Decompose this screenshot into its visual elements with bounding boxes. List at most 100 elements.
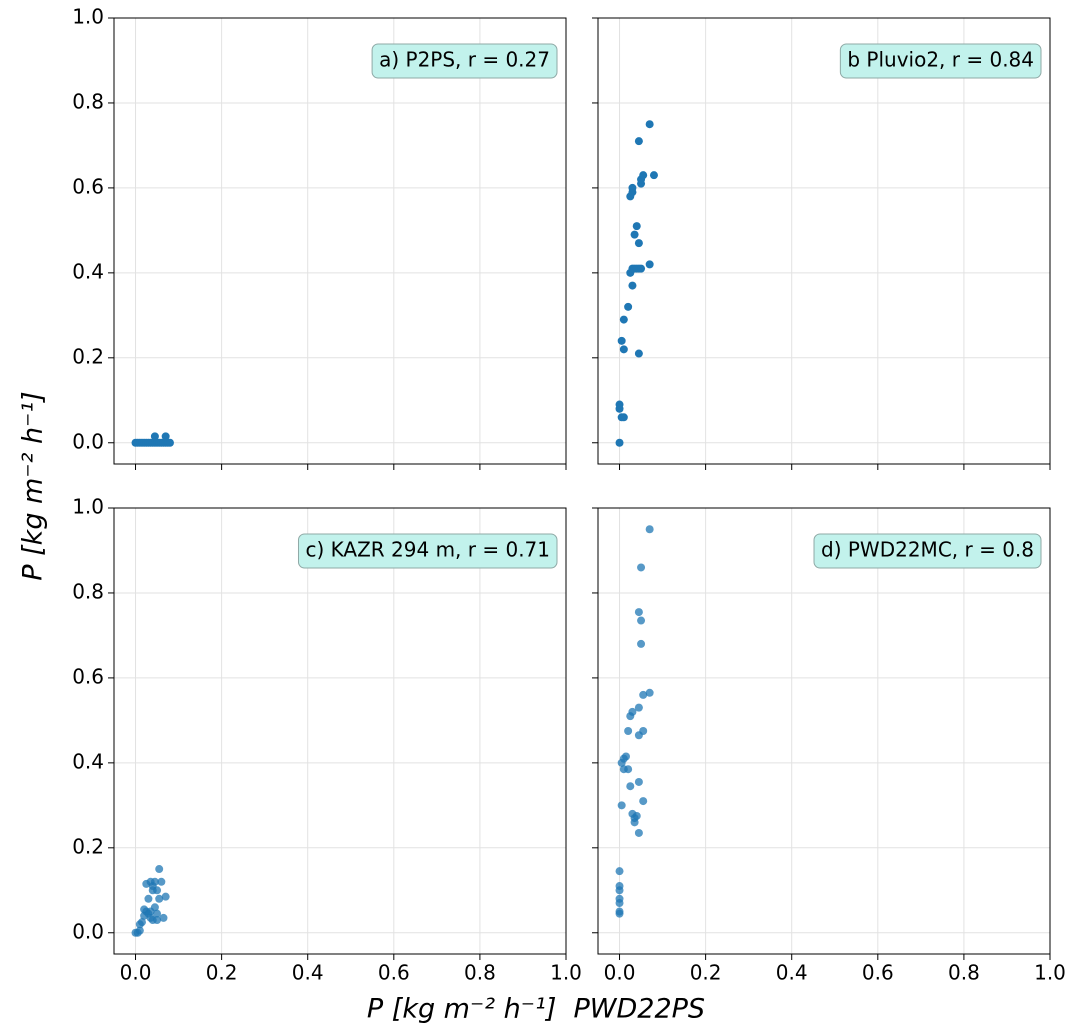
scatter-point: [150, 877, 159, 886]
scatter-point: [628, 281, 637, 290]
y-tick-label: 1.0: [72, 5, 104, 29]
scatter-point: [634, 349, 643, 358]
scatter-point: [159, 913, 168, 922]
scatter-point: [617, 413, 626, 422]
scatter-point: [615, 438, 624, 447]
scatter-point: [637, 563, 646, 572]
scatter-point: [161, 432, 170, 441]
x-tick-label: 0.0: [120, 961, 152, 985]
scatter-point: [639, 171, 648, 180]
scatter-point: [153, 886, 162, 895]
y-tick-label: 0.0: [72, 429, 104, 453]
scatter-point: [634, 239, 643, 248]
scatter-point: [649, 171, 658, 180]
y-tick-label: 0.2: [72, 344, 104, 368]
x-tick-label: 0.2: [206, 961, 238, 985]
scatter-point: [634, 703, 643, 712]
scatter-point: [637, 616, 646, 625]
scatter-point: [617, 336, 626, 345]
scatter-point: [619, 315, 628, 324]
scatter-point: [634, 137, 643, 146]
x-tick-label: 0.8: [948, 961, 980, 985]
y-tick-label: 0.0: [72, 919, 104, 943]
scatter-point: [634, 608, 643, 617]
scatter-point: [637, 264, 646, 273]
scatter-point: [626, 782, 635, 791]
scatter-point: [639, 727, 648, 735]
scatter-point: [628, 183, 637, 192]
x-tick-label: 1.0: [1034, 961, 1066, 985]
x-tick-label: 0.8: [464, 961, 496, 985]
axes-frame: [113, 507, 567, 955]
scatter-point: [155, 894, 164, 903]
scatter-point: [615, 867, 624, 876]
scatter-point: [619, 345, 628, 354]
y-tick-label: 1.0: [72, 495, 104, 519]
annotation-text: c) KAZR 294 m, r = 0.71: [305, 538, 550, 562]
scatter-point: [617, 801, 626, 810]
scatter-point: [624, 302, 633, 311]
scatter-point: [645, 688, 654, 697]
y-tick-label: 0.8: [72, 89, 104, 113]
annotation-box: [813, 533, 1042, 569]
scatter-point: [615, 894, 624, 903]
scatter-point: [624, 765, 633, 774]
scatter-point: [645, 120, 654, 129]
y-tick-label: 0.2: [72, 834, 104, 858]
scatter-point: [632, 222, 641, 231]
scatter-point: [144, 894, 153, 903]
scatter-point: [637, 639, 646, 648]
scatter-point: [632, 811, 641, 820]
annotation: a) P2PS, r = 0.27: [371, 43, 558, 79]
y-tick-label: 0.6: [72, 664, 104, 688]
scatter-point: [639, 797, 648, 806]
scatter-point: [645, 260, 654, 269]
scatter-point: [135, 926, 144, 935]
scatter-point: [161, 892, 170, 901]
scatter-point: [146, 907, 155, 916]
scatter-point: [628, 707, 637, 716]
annotation: c) KAZR 294 m, r = 0.71: [297, 533, 558, 569]
scatter-point: [634, 777, 643, 786]
axes-frame: [113, 17, 567, 465]
scatter-point: [148, 916, 157, 925]
scatter-point: [150, 432, 159, 441]
annotation-box: [839, 43, 1042, 79]
scatter-point: [634, 828, 643, 837]
scatter-point: [630, 230, 639, 239]
annotation-text: d) PWD22MC, r = 0.8: [821, 538, 1034, 562]
annotation-text: b Pluvio2, r = 0.84: [847, 48, 1034, 72]
annotation-box: [297, 533, 558, 569]
scatter-point: [165, 438, 174, 447]
x-tick-label: 0.6: [378, 961, 410, 985]
annotation: d) PWD22MC, r = 0.8: [813, 533, 1042, 569]
scatter-point: [155, 865, 164, 874]
scatter-point: [137, 918, 146, 927]
y-axis-label: P [kg m⁻² h⁻¹]: [18, 391, 49, 580]
y-tick-label: 0.6: [72, 174, 104, 198]
x-axis-label: P [kg m⁻² h⁻¹] PWD22PS: [367, 994, 705, 1025]
x-tick-label: 0.6: [862, 961, 894, 985]
scatter-point: [639, 690, 648, 699]
x-tick-label: 0.4: [292, 961, 324, 985]
annotation: b Pluvio2, r = 0.84: [839, 43, 1042, 79]
scatter-point: [157, 877, 166, 886]
axes-frame: [597, 17, 1051, 465]
x-tick-label: 1.0: [550, 961, 582, 985]
scatter-point: [621, 752, 630, 761]
axes-frame: [597, 507, 1051, 955]
y-tick-label: 0.4: [72, 749, 104, 773]
scatter-point: [153, 909, 162, 918]
scatter-point: [615, 882, 624, 891]
scatter-point: [615, 404, 624, 413]
scatter-point: [624, 727, 633, 735]
x-tick-label: 0.0: [604, 961, 636, 985]
scatter-point: [645, 525, 654, 534]
x-tick-label: 0.4: [776, 961, 808, 985]
annotation-text: a) P2PS, r = 0.27: [379, 48, 550, 72]
scatter-point: [630, 818, 639, 827]
x-tick-label: 0.2: [690, 961, 722, 985]
annotation-box: [371, 43, 558, 79]
y-tick-label: 0.8: [72, 579, 104, 603]
